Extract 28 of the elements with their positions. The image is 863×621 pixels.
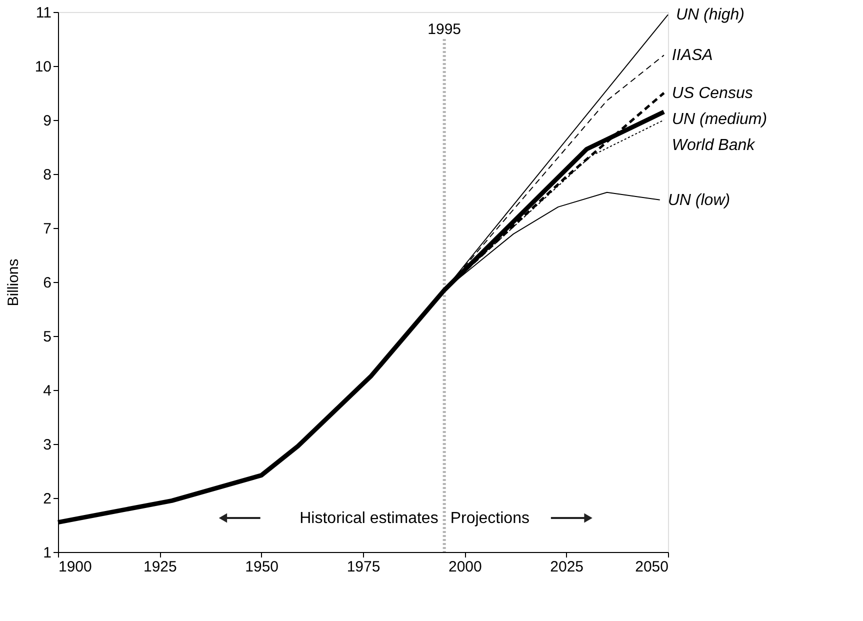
series-label: IIASA: [672, 47, 713, 64]
y-tick-label: 4: [43, 382, 52, 400]
series-label: UN (low): [668, 192, 730, 209]
x-tick-label: 1925: [143, 558, 177, 576]
y-tick-label: 5: [43, 328, 52, 346]
annotation: Historical estimates: [300, 510, 438, 527]
y-tick-label: 11: [36, 4, 52, 22]
y-axis-title: Billions: [4, 258, 22, 306]
y-tick-label: 9: [43, 112, 52, 130]
series-label: UN (medium): [672, 111, 768, 128]
x-tick-label: 1900: [58, 558, 92, 576]
y-tick-label: 10: [34, 58, 52, 76]
x-tick-label: 1975: [346, 558, 380, 576]
y-tick-label: 8: [43, 166, 52, 184]
y-tick-label: 7: [43, 220, 52, 238]
annotation: Projections: [450, 510, 530, 527]
y-tick-label: 1: [43, 544, 52, 562]
series-label: US Census: [672, 85, 753, 102]
x-tick-label: 2000: [448, 558, 482, 576]
x-tick-label: 2025: [550, 558, 584, 576]
y-tick-label: 6: [43, 274, 52, 292]
x-tick-label: 1950: [245, 558, 279, 576]
y-tick-label: 3: [43, 436, 52, 454]
x-tick-label: 2050: [635, 558, 668, 576]
ref-line-label: 1995: [428, 21, 462, 38]
y-tick-label: 2: [43, 490, 52, 508]
series-label: UN (high): [676, 6, 744, 24]
series-label: World Bank: [672, 137, 756, 154]
